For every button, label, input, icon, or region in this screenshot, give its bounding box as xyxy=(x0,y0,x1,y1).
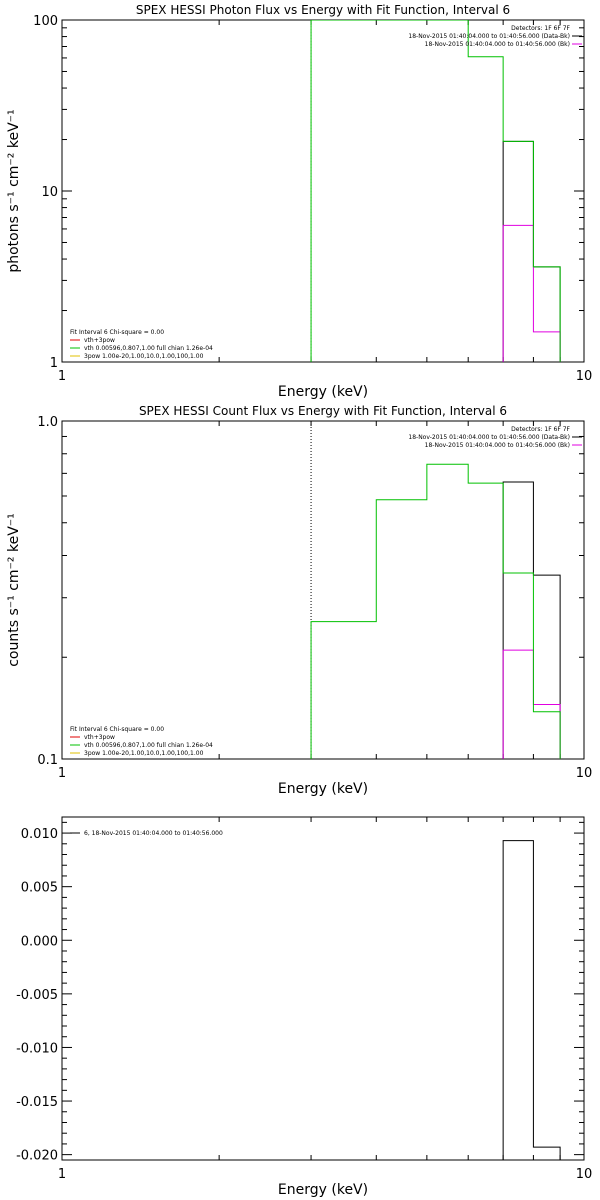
legend-entry: vth+3pow xyxy=(84,337,115,344)
y-tick-label: 0.000 xyxy=(21,934,58,949)
legend-entry: 3pow 1.00e-20,1.00,10.0,1.00,100,1.00 xyxy=(84,353,204,360)
x-axis-label: Energy (keV) xyxy=(278,781,368,797)
y-axis-label: counts s⁻¹ cm⁻² keV⁻¹ xyxy=(6,513,22,667)
y-tick-label: 0.1 xyxy=(37,753,58,768)
series-line-1 xyxy=(502,140,561,362)
x-tick-label: 1 xyxy=(58,766,66,781)
series-group xyxy=(502,840,561,1160)
y-tick-label: 1 xyxy=(50,356,58,371)
panel-2: SPEX HESSI Count Flux vs Energy with Fit… xyxy=(6,404,592,797)
plot-frame xyxy=(61,816,585,1161)
x-tick-label: 1 xyxy=(58,369,66,384)
x-axis-label: Energy (keV) xyxy=(278,1182,368,1198)
series-line-3 xyxy=(310,20,561,362)
legend-entry: 6, 18-Nov-2015 01:40:04.000 to 01:40:56.… xyxy=(84,830,223,837)
legend-entry: 3pow 1.00e-20,1.00,10.0,1.00,100,1.00 xyxy=(84,750,204,757)
y-axis-label: photons s⁻¹ cm⁻² keV⁻¹ xyxy=(6,109,22,272)
legend-entry: 18-Nov-2015 01:40:04.000 to 01:40:56.000… xyxy=(408,33,570,40)
series-line-1 xyxy=(502,840,561,1160)
y-tick-label: -0.020 xyxy=(16,1149,58,1164)
series-group xyxy=(310,463,561,759)
legend-entry: vth+3pow xyxy=(84,734,115,741)
y-tick-label: -0.010 xyxy=(16,1041,58,1056)
legend-entry: 18-Nov-2015 01:40:04.000 to 01:40:56.000… xyxy=(425,41,570,48)
x-tick-label: 10 xyxy=(576,369,593,384)
fit-legend-header: Fit Interval 6 Chi-square = 0.00 xyxy=(70,726,164,733)
panel-3: 1 10 0.010 0.005 0.000 -0.005 -0.010 -0.015 -0.0… xyxy=(16,816,593,1198)
series-line-3 xyxy=(310,463,561,759)
y-tick-label: 1.0 xyxy=(37,415,58,430)
detectors-label: Detectors: 1F 6F 7F xyxy=(511,426,570,433)
y-tick-label: 10 xyxy=(41,185,58,200)
x-tick-label: 10 xyxy=(576,1167,593,1182)
y-tick-label: 0.005 xyxy=(21,881,58,896)
x-tick-label: 10 xyxy=(576,766,593,781)
legend-entry: 18-Nov-2015 01:40:04.000 to 01:40:56.000… xyxy=(425,442,570,449)
y-tick-label: 100 xyxy=(33,14,58,29)
series-group xyxy=(310,20,561,362)
legend-entry: vth 0.00596,0.807,1.00 full chian 1.26e-… xyxy=(84,345,213,352)
y-tick-label: -0.015 xyxy=(16,1095,58,1110)
legend-entry: 18-Nov-2015 01:40:04.000 to 01:40:56.000… xyxy=(408,434,570,441)
plot-frame xyxy=(61,420,585,760)
series-line-2 xyxy=(502,649,561,759)
x-tick-label: 1 xyxy=(58,1167,66,1182)
chart-title: SPEX HESSI Count Flux vs Energy with Fit… xyxy=(139,404,507,418)
y-tick-label: -0.005 xyxy=(16,988,58,1003)
chart-title: SPEX HESSI Photon Flux vs Energy with Fi… xyxy=(136,3,510,17)
x-axis-label: Energy (keV) xyxy=(278,384,368,400)
legend-entry: vth 0.00596,0.807,1.00 full chian 1.26e-… xyxy=(84,742,213,749)
panel-1: SPEX HESSI Photon Flux vs Energy with Fi… xyxy=(6,3,592,400)
series-line-2 xyxy=(502,224,561,362)
detectors-label: Detectors: 1F 6F 7F xyxy=(511,25,570,32)
series-line-1 xyxy=(502,481,561,759)
plot-frame xyxy=(61,19,585,363)
y-tick-label: 0.010 xyxy=(21,827,58,842)
fit-legend-header: Fit Interval 6 Chi-square = 0.00 xyxy=(70,329,164,336)
